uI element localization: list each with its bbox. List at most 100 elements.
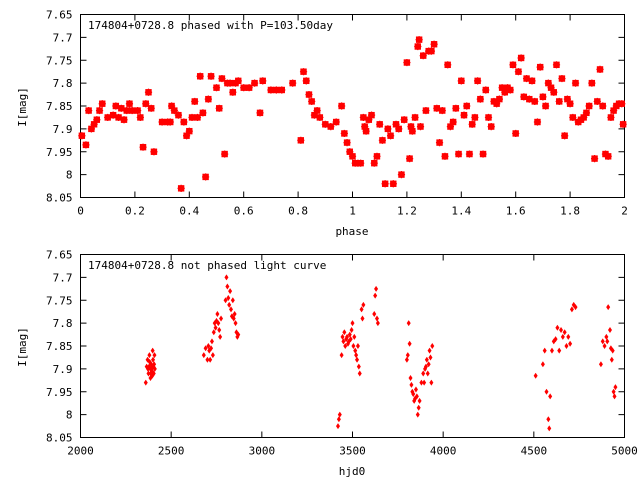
- x-tick-label: 4000: [430, 445, 457, 458]
- data-point: [315, 113, 324, 122]
- y-tick-label: 7.9: [53, 123, 73, 136]
- data-point: [606, 113, 615, 122]
- y-axis: 7.65 7.7 7.75 7.8 7.85 7.9 7.95 8 8.05: [46, 9, 625, 205]
- y-tick-label: 7.95: [46, 146, 73, 159]
- data-point: [256, 108, 265, 117]
- x-tick-label: 3000: [249, 445, 276, 458]
- data-point: [430, 40, 439, 49]
- data-point: [342, 329, 347, 336]
- data-point: [313, 106, 322, 115]
- data-point: [147, 352, 152, 359]
- data-point: [370, 159, 379, 168]
- data-point: [605, 338, 610, 345]
- y-tick-label: 8.05: [46, 192, 73, 205]
- data-point: [150, 347, 155, 354]
- data-point: [374, 285, 379, 292]
- data-point: [332, 118, 341, 127]
- data-point: [355, 356, 360, 363]
- data-point: [454, 150, 463, 159]
- data-point: [147, 104, 156, 113]
- data-point: [600, 338, 605, 345]
- data-point: [372, 310, 377, 317]
- data-point: [427, 347, 432, 354]
- y-tick-label: 7.85: [46, 100, 73, 113]
- data-point: [177, 184, 186, 193]
- data-point: [225, 283, 230, 290]
- x-tick-label: 0.4: [179, 205, 199, 218]
- data-point: [609, 356, 614, 363]
- x-tick-label: 1.6: [506, 205, 526, 218]
- data-point: [613, 384, 618, 391]
- data-point: [352, 333, 357, 340]
- y-tick-label: 7.8: [53, 77, 73, 90]
- data-point: [544, 388, 549, 395]
- data-point: [375, 120, 384, 129]
- data-point: [413, 386, 418, 393]
- data-point: [487, 122, 496, 131]
- data-point: [212, 83, 221, 92]
- data-point: [207, 72, 216, 81]
- data-point: [337, 102, 346, 110]
- data-point: [139, 143, 148, 152]
- data-point: [304, 90, 313, 99]
- data-point: [421, 106, 430, 115]
- data-point: [540, 361, 545, 368]
- data-point: [360, 315, 365, 322]
- data-point: [604, 152, 613, 161]
- data-point: [359, 306, 364, 313]
- data-point: [356, 363, 361, 370]
- data-point: [288, 79, 297, 88]
- data-point: [361, 301, 366, 308]
- data-point: [373, 292, 378, 299]
- data-point: [201, 172, 210, 181]
- data-point: [374, 315, 379, 322]
- data-point: [566, 333, 571, 340]
- y-tick-label: 7.85: [46, 340, 73, 353]
- data-point: [547, 425, 552, 432]
- x-axis-label: phase: [335, 225, 368, 238]
- data-point: [209, 338, 214, 345]
- data-point: [218, 333, 223, 340]
- data-point: [219, 315, 224, 322]
- data-point: [220, 150, 229, 159]
- data-point: [204, 95, 213, 104]
- data-point: [435, 138, 444, 147]
- data-point: [307, 97, 316, 106]
- data-point: [84, 106, 93, 115]
- data-point: [460, 111, 469, 120]
- data-point: [549, 88, 558, 97]
- data-point: [378, 136, 387, 145]
- data-point: [234, 76, 243, 85]
- data-point: [569, 306, 574, 313]
- data-points: [77, 35, 628, 193]
- data-point: [357, 370, 362, 377]
- data-point: [340, 129, 349, 138]
- data-point: [511, 129, 520, 138]
- data-point: [541, 102, 550, 110]
- data-point: [559, 326, 564, 333]
- data-point: [596, 65, 605, 74]
- data-point: [190, 97, 199, 106]
- data-point: [619, 120, 628, 129]
- data-point: [598, 361, 603, 368]
- data-point: [343, 138, 352, 147]
- data-point: [407, 340, 412, 347]
- data-point: [465, 150, 474, 159]
- data-point: [438, 106, 447, 115]
- data-point: [571, 79, 580, 88]
- data-point: [557, 347, 562, 354]
- data-point: [430, 343, 435, 349]
- data-point: [506, 85, 515, 94]
- data-point: [408, 375, 413, 382]
- data-point: [92, 115, 101, 124]
- data-point: [617, 99, 626, 108]
- data-point: [552, 60, 561, 69]
- data-point: [481, 85, 490, 94]
- data-point: [416, 122, 425, 131]
- data-point: [449, 118, 458, 127]
- y-tick-label: 7.65: [46, 9, 73, 22]
- data-point: [375, 320, 380, 327]
- data-point: [604, 333, 609, 340]
- data-point: [296, 136, 305, 145]
- data-point: [549, 347, 554, 354]
